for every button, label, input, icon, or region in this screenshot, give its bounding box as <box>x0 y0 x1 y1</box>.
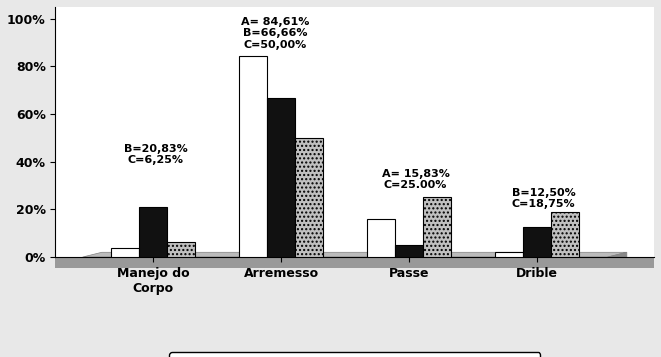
Bar <box>111 247 139 257</box>
Polygon shape <box>607 252 627 268</box>
Bar <box>423 197 451 257</box>
Legend: Grupo A (SG), Grupo B (SM), Grupo C (MA): Grupo A (SG), Grupo B (SM), Grupo C (MA) <box>169 352 540 357</box>
Polygon shape <box>83 252 627 257</box>
Text: A= 84,61%
B=66,66%
C=50,00%: A= 84,61% B=66,66% C=50,00% <box>241 17 309 50</box>
Bar <box>239 55 267 257</box>
Bar <box>56 257 654 268</box>
Text: A= 15,83%
C=25.00%: A= 15,83% C=25.00% <box>381 169 449 190</box>
Bar <box>495 252 523 257</box>
Bar <box>295 138 323 257</box>
Bar <box>139 207 167 257</box>
Bar <box>395 245 423 257</box>
Text: B=12,50%
C=18,75%: B=12,50% C=18,75% <box>512 188 576 210</box>
Bar <box>367 219 395 257</box>
Bar <box>523 227 551 257</box>
Bar <box>167 242 195 257</box>
Text: B=20,83%
C=6,25%: B=20,83% C=6,25% <box>124 144 188 165</box>
Bar <box>267 98 295 257</box>
Bar <box>551 212 580 257</box>
